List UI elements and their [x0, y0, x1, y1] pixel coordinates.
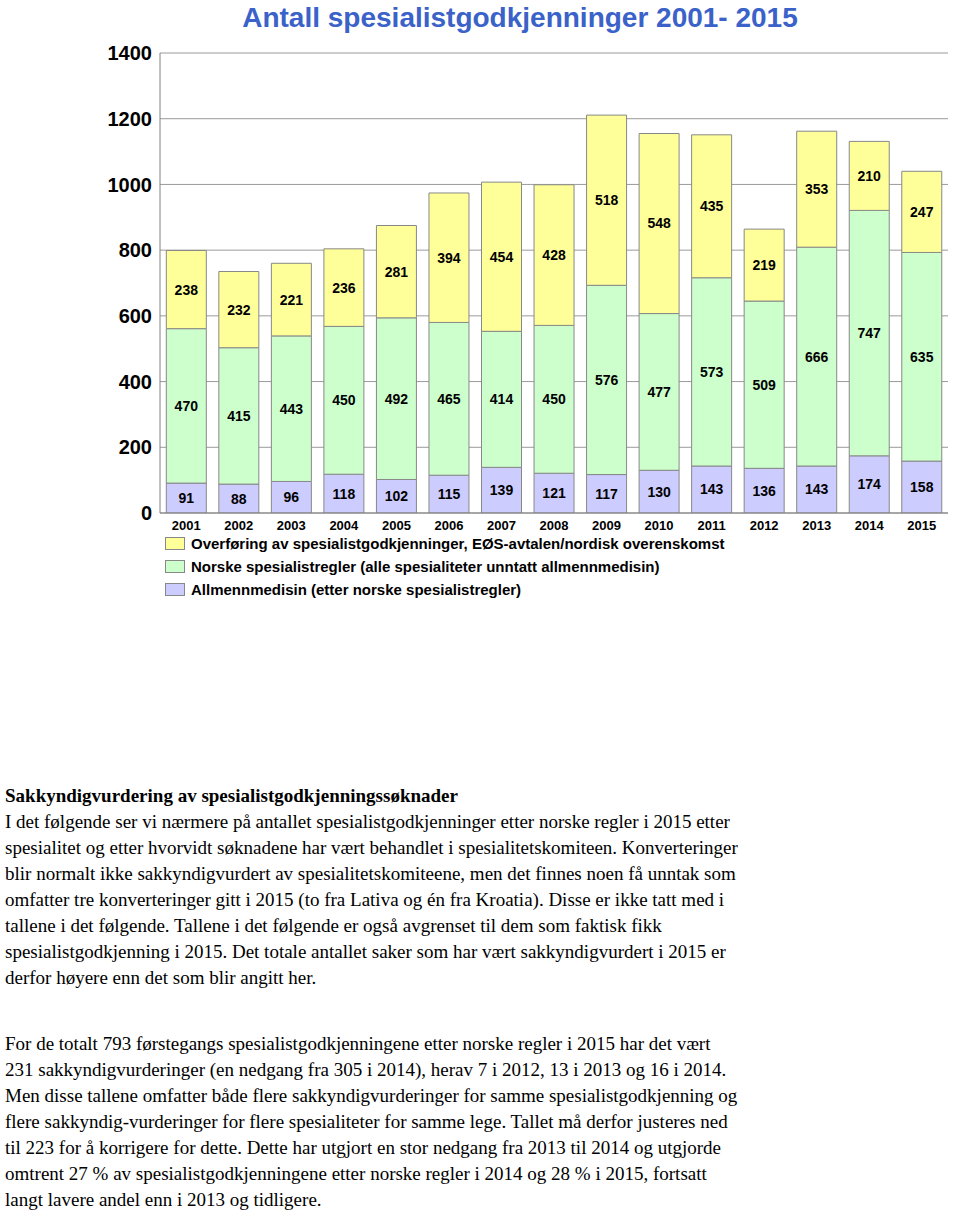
svg-text:88: 88 [231, 491, 247, 507]
html-text:Allmennmedisin (etter norske s: Allmennmedisin (etter norske spesialistr… [191, 581, 522, 598]
svg-text:96: 96 [284, 489, 300, 505]
svg-text:465: 465 [437, 391, 461, 407]
svg-text:130: 130 [647, 484, 671, 500]
svg-text:1200: 1200 [108, 108, 153, 130]
svg-text:666: 666 [805, 349, 829, 365]
html-text:For de totalt 793 førstegangs: For de totalt 793 førstegangs spesialist… [5, 1033, 711, 1054]
svg-text:2014: 2014 [855, 518, 885, 533]
svg-text:2015: 2015 [907, 518, 936, 533]
html-text:231 sakkyndigvurderinger (en n: 231 sakkyndigvurderinger (en nedgang fra… [5, 1059, 727, 1080]
html-text:omfatter tre konverteringer gi: omfatter tre konverteringer gitt i 2015 … [5, 889, 725, 910]
svg-text:2002: 2002 [224, 518, 253, 533]
svg-text:435: 435 [700, 198, 724, 214]
svg-text:477: 477 [647, 384, 671, 400]
svg-text:2013: 2013 [802, 518, 831, 533]
svg-text:492: 492 [385, 391, 409, 407]
svg-text:210: 210 [858, 168, 882, 184]
svg-text:0: 0 [141, 502, 152, 524]
svg-text:136: 136 [752, 483, 776, 499]
svg-text:2001: 2001 [172, 518, 201, 533]
svg-text:509: 509 [752, 377, 776, 393]
svg-text:600: 600 [119, 305, 152, 327]
svg-text:174: 174 [858, 476, 882, 492]
svg-text:221: 221 [280, 292, 304, 308]
html-text:Sakkyndigvurdering av spesiali: Sakkyndigvurdering av spesialistgodkjenn… [5, 785, 458, 806]
html-text:omtrent 27 % av spesialistgodk: omtrent 27 % av spesialistgodkjenningene… [5, 1163, 707, 1184]
svg-text:236: 236 [332, 280, 356, 296]
html-text:spesialistgodkjenning i 2015.: spesialistgodkjenning i 2015. Det totale… [5, 941, 726, 962]
svg-text:443: 443 [280, 401, 304, 417]
svg-text:143: 143 [700, 481, 724, 497]
svg-text:353: 353 [805, 181, 829, 197]
svg-text:394: 394 [437, 250, 461, 266]
html-text:Antall spesialistgodkjenninger: Antall spesialistgodkjenninger 2001- 201… [242, 2, 798, 33]
svg-text:232: 232 [227, 302, 251, 318]
svg-text:2006: 2006 [434, 518, 463, 533]
svg-text:281: 281 [385, 264, 409, 280]
svg-text:2009: 2009 [592, 518, 621, 533]
svg-text:1400: 1400 [108, 42, 153, 64]
html-text:I det følgende ser vi nærmere: I det følgende ser vi nærmere på antalle… [5, 811, 730, 832]
svg-text:200: 200 [119, 436, 152, 458]
svg-text:414: 414 [490, 391, 514, 407]
svg-text:450: 450 [332, 392, 356, 408]
svg-text:2011: 2011 [697, 518, 725, 533]
svg-text:102: 102 [385, 488, 409, 504]
svg-text:2008: 2008 [540, 518, 569, 533]
svg-text:91: 91 [179, 490, 195, 506]
html-text:Overføring av spesialistgodkje: Overføring av spesialistgodkjenninger, E… [191, 535, 725, 552]
svg-text:2010: 2010 [645, 518, 674, 533]
svg-text:118: 118 [333, 486, 356, 502]
svg-text:428: 428 [542, 247, 566, 263]
svg-text:238: 238 [175, 282, 199, 298]
svg-text:747: 747 [858, 325, 882, 341]
svg-text:450: 450 [542, 391, 566, 407]
svg-text:400: 400 [119, 371, 152, 393]
svg-text:576: 576 [595, 372, 619, 388]
html-text:til 223 for å korrigere for de: til 223 for å korrigere for dette. Dette… [5, 1137, 721, 1158]
html-text:spesialitet og etter hvorvidt: spesialitet og etter hvorvidt søknadene … [5, 837, 738, 858]
svg-text:2004: 2004 [329, 518, 359, 533]
svg-text:219: 219 [752, 257, 776, 273]
svg-text:518: 518 [595, 192, 619, 208]
svg-text:2012: 2012 [750, 518, 779, 533]
svg-text:800: 800 [119, 239, 152, 261]
svg-text:121: 121 [542, 485, 566, 501]
html-text:flere sakkyndig-vurderinger fo: flere sakkyndig-vurderinger for flere sp… [5, 1111, 728, 1132]
svg-text:115: 115 [438, 486, 461, 502]
svg-text:573: 573 [700, 364, 724, 380]
svg-text:139: 139 [490, 482, 514, 498]
svg-text:158: 158 [910, 479, 934, 495]
html-text:Norske spesialistregler (alle: Norske spesialistregler (alle spesialite… [191, 558, 660, 575]
html-text:tallene i det følgende. Tallen: tallene i det følgende. Tallene i det fø… [5, 915, 662, 936]
svg-text:1000: 1000 [108, 174, 153, 196]
html-text:derfor høyere enn det som blir: derfor høyere enn det som blir angitt he… [5, 967, 317, 988]
svg-text:117: 117 [595, 486, 618, 502]
svg-text:247: 247 [910, 204, 934, 220]
svg-text:2005: 2005 [382, 518, 411, 533]
svg-text:143: 143 [805, 481, 829, 497]
svg-text:470: 470 [175, 398, 199, 414]
html-text:langt lavere andel enn i 2013: langt lavere andel enn i 2013 og tidlige… [5, 1189, 322, 1210]
svg-text:2007: 2007 [487, 518, 516, 533]
html-text:Men disse tallene omfatter båd: Men disse tallene omfatter både flere sa… [5, 1085, 738, 1106]
svg-text:2003: 2003 [277, 518, 306, 533]
svg-text:454: 454 [490, 249, 514, 265]
svg-text:635: 635 [910, 349, 934, 365]
svg-text:415: 415 [227, 408, 251, 424]
svg-text:548: 548 [647, 215, 671, 231]
html-text:blir normalt ikke sakkyndigvur: blir normalt ikke sakkyndigvurdert av sp… [5, 863, 736, 884]
